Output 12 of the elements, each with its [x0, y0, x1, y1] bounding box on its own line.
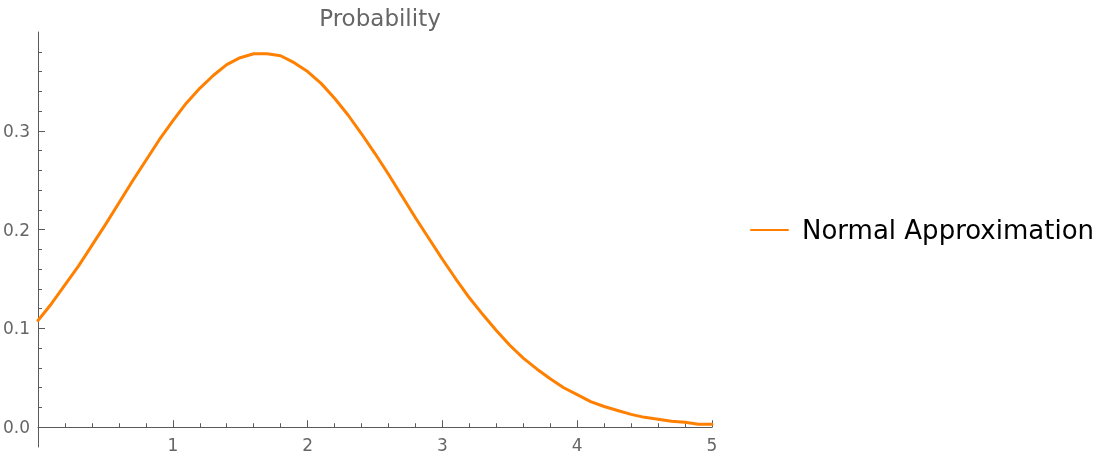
x-tick-label: 2 [302, 434, 314, 455]
x-tick-label: 4 [571, 434, 583, 455]
y-tick-label: 0.2 [2, 219, 30, 240]
y-tick-label: 0.3 [2, 120, 30, 141]
chart-title: Probability [319, 4, 441, 31]
x-tick-label: 3 [436, 434, 448, 455]
line-series [36, 52, 714, 426]
y-tick-label: 0.0 [2, 417, 30, 438]
x-tick-label: 5 [706, 434, 718, 455]
x-tick-label: 1 [167, 434, 179, 455]
legend-label: Normal Approximation [802, 215, 1095, 245]
y-tick-label: 0.1 [2, 318, 30, 339]
